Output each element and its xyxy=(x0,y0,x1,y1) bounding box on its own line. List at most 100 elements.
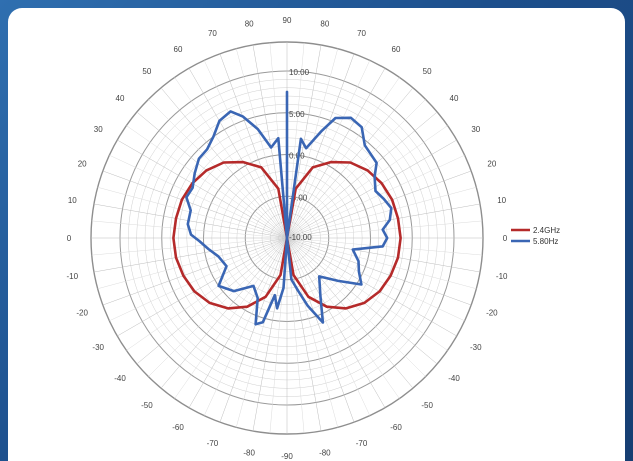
grid-spoke xyxy=(286,237,400,399)
grid-spoke xyxy=(97,237,288,289)
grid-spoke xyxy=(117,237,288,337)
grid-spoke xyxy=(286,237,457,337)
grid-spoke xyxy=(126,237,288,351)
series-lines xyxy=(172,90,402,326)
grid-spoke xyxy=(286,125,448,239)
grid-spoke xyxy=(286,220,483,239)
angle-label: -80 xyxy=(319,449,331,458)
grid-spoke xyxy=(174,237,288,399)
grid-spoke xyxy=(148,237,288,377)
grid-spoke xyxy=(93,203,288,239)
grid-spoke xyxy=(286,68,386,239)
angle-label: 50 xyxy=(142,67,151,76)
angle-label: -60 xyxy=(172,423,184,432)
grid-spoke xyxy=(236,48,288,239)
grid-spoke xyxy=(286,237,414,389)
ring-label: -5.00 xyxy=(289,193,308,202)
grid-spoke xyxy=(286,237,338,428)
angle-label: -10 xyxy=(67,272,79,281)
angle-label: 0 xyxy=(503,234,508,243)
ring-label: 10.00 xyxy=(289,68,310,77)
ring-label: 0.00 xyxy=(289,152,305,161)
angle-label: 50 xyxy=(423,67,432,76)
legend-label: 2.4GHz xyxy=(533,226,560,235)
angle-label: 60 xyxy=(392,45,401,54)
grid-spoke xyxy=(97,187,288,239)
grid-spoke xyxy=(91,237,288,256)
grid-spoke xyxy=(286,237,465,322)
grid-spoke xyxy=(188,237,288,408)
grid-spoke xyxy=(286,237,477,289)
angle-label: -30 xyxy=(470,343,482,352)
grid-spoke xyxy=(286,237,438,365)
grid-spoke xyxy=(286,77,400,239)
angle-label: -30 xyxy=(92,343,104,352)
grid-spoke xyxy=(109,237,288,322)
grid-spoke xyxy=(286,60,371,239)
grid-spoke xyxy=(136,237,288,365)
grid-spoke xyxy=(286,99,426,239)
angle-label: 10 xyxy=(68,196,77,205)
angle-label: 30 xyxy=(471,125,480,134)
angle-label: 30 xyxy=(94,125,103,134)
angle-label: -90 xyxy=(281,452,293,461)
angle-labels: 90 80 70 60 50 40 30 20 10 0 -10 -20 -30 -40 -50 -60 -70… xyxy=(67,16,508,461)
angle-label: 60 xyxy=(174,45,183,54)
angle-label: -40 xyxy=(114,374,126,383)
angle-label: 80 xyxy=(245,19,254,28)
grid-spoke xyxy=(286,42,305,239)
grid-spoke xyxy=(286,237,355,423)
grid-spoke xyxy=(286,237,481,273)
grid-spoke xyxy=(93,237,288,273)
angle-label: 40 xyxy=(450,94,459,103)
legend-label: 5.80Hz xyxy=(533,237,558,246)
angle-label: -50 xyxy=(421,401,433,410)
grid-spoke xyxy=(286,237,483,256)
legend: 2.4GHz 5.80Hz xyxy=(511,226,560,246)
angle-label: -80 xyxy=(243,449,255,458)
grid-spoke xyxy=(286,187,477,239)
angle-label: -20 xyxy=(486,309,498,318)
angle-label: -50 xyxy=(141,401,153,410)
grid-spoke xyxy=(126,125,288,239)
ring-labels: 10.00 5.00 0.00 -5.00 -10.00 xyxy=(289,68,312,242)
grid-spoke xyxy=(286,203,481,239)
grid-spoke xyxy=(236,237,288,428)
grid-spoke xyxy=(188,68,288,239)
angle-label: -20 xyxy=(76,309,88,318)
angle-label: -10 xyxy=(496,272,508,281)
grid-spoke xyxy=(286,237,448,351)
grid-spoke xyxy=(286,48,338,239)
angle-label: 10 xyxy=(497,196,506,205)
grid-spoke xyxy=(286,139,457,239)
angle-label: 20 xyxy=(487,159,496,168)
grid-spoke xyxy=(286,237,371,416)
grid-spoke xyxy=(286,154,465,239)
grid-spoke xyxy=(102,170,288,239)
grid-spoke xyxy=(286,53,355,239)
grid-spoke xyxy=(219,53,288,239)
angle-label: 80 xyxy=(320,19,329,28)
angle-label: -60 xyxy=(390,423,402,432)
grid-spoke xyxy=(203,237,288,416)
angle-label: -40 xyxy=(448,374,460,383)
series-line-b xyxy=(185,90,393,326)
angle-label: 70 xyxy=(208,29,217,38)
grid-spoke xyxy=(286,111,438,239)
angle-label: -70 xyxy=(356,439,368,448)
grid-spoke xyxy=(102,237,288,306)
ring-label: 5.00 xyxy=(289,110,305,119)
grid-spoke xyxy=(286,237,386,408)
angle-label: 70 xyxy=(357,29,366,38)
grid-spoke xyxy=(219,237,288,423)
ring-label: -10.00 xyxy=(289,233,312,242)
angle-label: 0 xyxy=(67,234,72,243)
angle-label: 40 xyxy=(116,94,125,103)
grid-spoke xyxy=(109,154,288,239)
grid-spoke xyxy=(286,170,472,239)
grid-spoke xyxy=(174,77,288,239)
grid-spoke xyxy=(148,99,288,239)
grid-spoke xyxy=(286,237,426,377)
grid-spoke xyxy=(117,139,288,239)
